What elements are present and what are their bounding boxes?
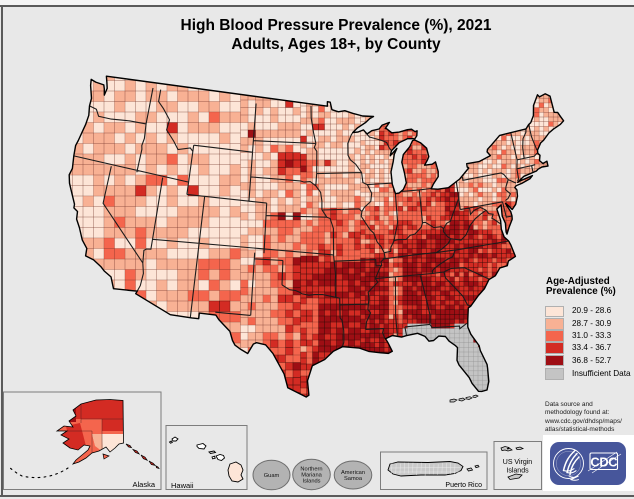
svg-text:CDC: CDC (590, 455, 617, 470)
svg-text:Northern: Northern (300, 466, 322, 472)
svg-text:US Virgin: US Virgin (503, 459, 533, 466)
svg-text:Puerto Rico: Puerto Rico (445, 482, 482, 489)
svg-text:Islands: Islands (302, 479, 320, 485)
svg-text:Alaska: Alaska (132, 480, 155, 489)
svg-text:Hawaii: Hawaii (171, 481, 194, 490)
svg-text:Mariana: Mariana (301, 473, 322, 479)
svg-text:American: American (341, 470, 365, 476)
svg-text:Samoa: Samoa (344, 476, 363, 482)
svg-text:Islands: Islands (506, 468, 529, 475)
svg-text:Guam: Guam (264, 473, 280, 479)
